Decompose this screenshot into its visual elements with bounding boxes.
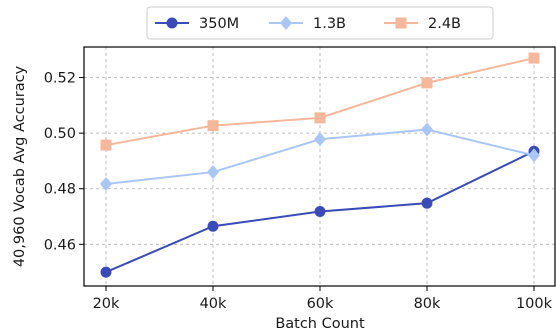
y-axis: 0.46 0.48 0.50 0.52 — [44, 71, 84, 253]
data-point — [421, 122, 433, 137]
x-tick-label: 80k — [414, 296, 441, 312]
data-point — [100, 177, 112, 192]
data-point — [314, 132, 326, 147]
x-tick-label: 20k — [93, 296, 120, 312]
legend-item-350M: 350M — [155, 16, 239, 32]
series-2.4B — [100, 52, 540, 151]
y-tick-label: 0.46 — [44, 237, 76, 253]
series-350M — [100, 145, 540, 278]
x-tick-label: 60k — [307, 296, 334, 312]
series-1.3B — [100, 122, 540, 192]
data-point — [528, 148, 540, 163]
legend-label: 2.4B — [428, 16, 461, 32]
data-point — [314, 112, 326, 124]
data-point — [100, 266, 112, 278]
data-point — [421, 77, 433, 89]
legend: 350M 1.3B 2.4B — [146, 6, 494, 40]
x-tick-label: 40k — [200, 296, 227, 312]
legend-box — [146, 6, 494, 40]
legend-marker — [166, 17, 178, 29]
y-axis-label: 40,960 Vocab Avg Accuracy — [12, 65, 28, 267]
grid — [84, 47, 555, 286]
legend-marker — [280, 16, 292, 30]
series-group — [100, 52, 540, 278]
data-point — [314, 206, 326, 218]
data-point — [528, 52, 540, 64]
legend-label: 1.3B — [313, 16, 346, 32]
x-axis: 20k 40k 60k 80k 100k — [93, 286, 553, 312]
data-point — [207, 220, 219, 232]
legend-item-2.4B: 2.4B — [384, 16, 461, 32]
x-axis-label: Batch Count — [275, 316, 365, 332]
legend-label: 350M — [199, 16, 239, 32]
data-point — [207, 120, 219, 132]
legend-item-1.3B: 1.3B — [269, 16, 346, 32]
y-tick-label: 0.50 — [44, 126, 76, 142]
x-tick-label: 100k — [516, 296, 553, 312]
y-tick-label: 0.52 — [44, 71, 76, 87]
plot-frame — [83, 46, 556, 287]
data-point — [100, 139, 112, 151]
data-point — [207, 165, 219, 180]
legend-marker — [395, 17, 407, 29]
y-tick-label: 0.48 — [44, 182, 76, 198]
data-point — [421, 197, 433, 209]
